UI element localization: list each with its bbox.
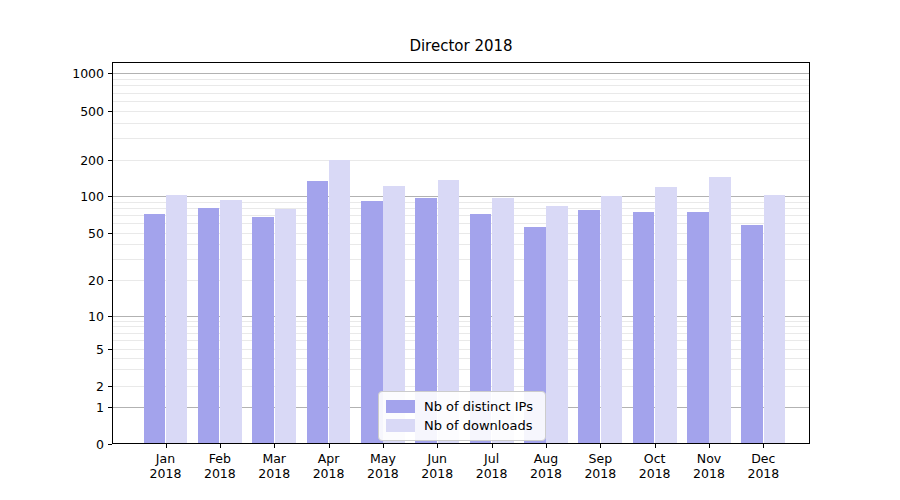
x-tick-mark bbox=[329, 444, 330, 448]
chart-figure: Director 2018 0 1 2 5 10 20 50 100 200 500 1000 Jan… bbox=[0, 0, 900, 500]
x-tick-mark bbox=[655, 444, 656, 448]
y-axis-tick-label: 2 bbox=[96, 379, 104, 394]
x-axis-tick-label: May2018 bbox=[367, 451, 399, 481]
gridline-major bbox=[113, 196, 809, 197]
y-tick-mark bbox=[108, 73, 112, 74]
y-axis-tick-label: 200 bbox=[80, 153, 104, 168]
x-tick-mark bbox=[546, 444, 547, 448]
legend-swatch-distinct-ips bbox=[386, 400, 415, 413]
x-axis-tick-label: Jul2018 bbox=[476, 451, 508, 481]
x-tick-mark bbox=[437, 444, 438, 448]
gridline-minor bbox=[113, 123, 809, 124]
legend: Nb of distinct IPs Nb of downloads bbox=[378, 391, 546, 441]
gridline-minor bbox=[113, 202, 809, 203]
gridline-minor bbox=[113, 138, 809, 139]
x-axis-tick-label: Sep2018 bbox=[584, 451, 616, 481]
x-tick-mark bbox=[383, 444, 384, 448]
y-tick-mark bbox=[108, 444, 112, 445]
y-axis-tick-label: 500 bbox=[80, 104, 104, 119]
legend-swatch-downloads bbox=[386, 419, 415, 432]
y-axis-tick-label: 0 bbox=[96, 436, 104, 451]
bar-distinct-ips-oct bbox=[633, 212, 655, 443]
bar-distinct-ips-dec bbox=[741, 225, 763, 443]
x-axis-tick-label: Dec2018 bbox=[747, 451, 779, 481]
x-axis-tick-label: Aug2018 bbox=[530, 451, 562, 481]
x-axis-tick-label: Jun2018 bbox=[421, 451, 453, 481]
chart-title: Director 2018 bbox=[409, 37, 512, 55]
legend-label-distinct-ips: Nb of distinct IPs bbox=[424, 399, 533, 414]
y-axis-tick-label: 10 bbox=[88, 309, 104, 324]
y-tick-mark bbox=[108, 316, 112, 317]
gridline-minor bbox=[113, 160, 809, 161]
bar-downloads-nov bbox=[709, 177, 731, 443]
x-axis-tick-label: Mar2018 bbox=[258, 451, 290, 481]
bar-distinct-ips-jan bbox=[144, 214, 166, 443]
x-axis-tick-label: Jan2018 bbox=[150, 451, 182, 481]
legend-label-downloads: Nb of downloads bbox=[424, 418, 532, 433]
y-tick-mark bbox=[108, 196, 112, 197]
y-tick-mark bbox=[108, 160, 112, 161]
bar-downloads-sep bbox=[601, 196, 623, 443]
y-axis-tick-label: 1 bbox=[96, 400, 104, 415]
bar-downloads-apr bbox=[329, 160, 351, 443]
x-tick-mark bbox=[166, 444, 167, 448]
y-axis-tick-label: 1000 bbox=[72, 66, 104, 81]
y-tick-mark bbox=[108, 407, 112, 408]
x-axis-tick-label: Apr2018 bbox=[313, 451, 345, 481]
x-tick-mark bbox=[220, 444, 221, 448]
x-axis-tick-label: Oct2018 bbox=[639, 451, 671, 481]
bar-downloads-aug bbox=[546, 206, 568, 443]
y-axis-tick-label: 100 bbox=[80, 189, 104, 204]
bar-distinct-ips-nov bbox=[687, 212, 709, 443]
bar-downloads-mar bbox=[275, 209, 297, 443]
x-tick-mark bbox=[492, 444, 493, 448]
bar-downloads-dec bbox=[764, 195, 786, 443]
y-axis-tick-label: 50 bbox=[88, 226, 104, 241]
y-tick-mark bbox=[108, 233, 112, 234]
x-tick-mark bbox=[274, 444, 275, 448]
bar-distinct-ips-sep bbox=[578, 210, 600, 443]
bar-downloads-feb bbox=[220, 200, 242, 443]
legend-row-distinct-ips: Nb of distinct IPs bbox=[386, 397, 537, 416]
gridline-minor bbox=[113, 85, 809, 86]
x-tick-mark bbox=[600, 444, 601, 448]
x-tick-mark bbox=[763, 444, 764, 448]
y-axis-tick-label: 5 bbox=[96, 341, 104, 356]
x-tick-mark bbox=[709, 444, 710, 448]
y-tick-mark bbox=[108, 111, 112, 112]
x-axis-tick-label: Nov2018 bbox=[693, 451, 725, 481]
bar-downloads-jan bbox=[166, 195, 188, 443]
y-axis-tick-label: 20 bbox=[88, 273, 104, 288]
gridline-minor bbox=[113, 93, 809, 94]
bar-distinct-ips-mar bbox=[252, 217, 274, 443]
legend-row-downloads: Nb of downloads bbox=[386, 416, 537, 435]
gridline-major bbox=[113, 73, 809, 74]
bar-distinct-ips-apr bbox=[307, 181, 329, 443]
bar-downloads-oct bbox=[655, 187, 677, 443]
gridline-minor bbox=[113, 111, 809, 112]
x-axis-tick-label: Feb2018 bbox=[204, 451, 236, 481]
y-tick-mark bbox=[108, 386, 112, 387]
y-tick-mark bbox=[108, 349, 112, 350]
gridline-minor bbox=[113, 79, 809, 80]
gridline-minor bbox=[113, 101, 809, 102]
y-tick-mark bbox=[108, 280, 112, 281]
bar-distinct-ips-feb bbox=[198, 208, 220, 443]
